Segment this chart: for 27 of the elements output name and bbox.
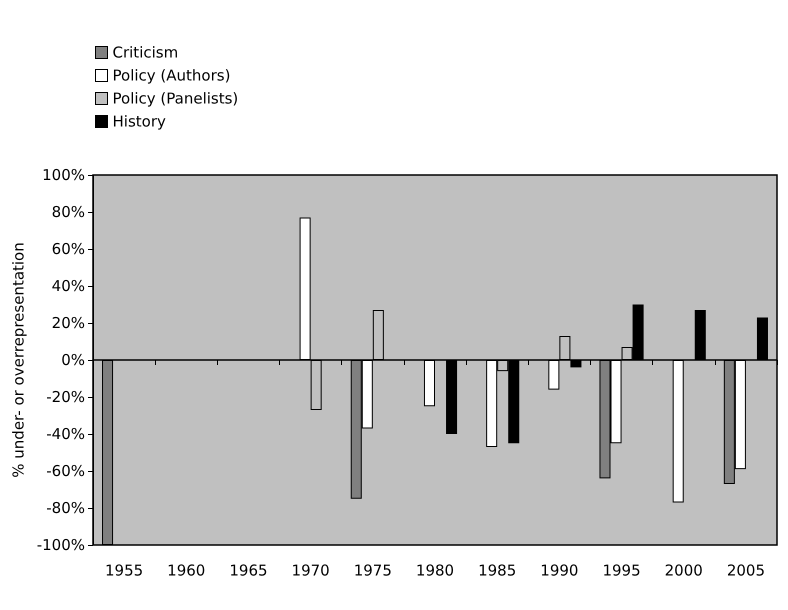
legend-label: Criticism [112,44,178,62]
x-tick-label: 1985 [478,562,516,580]
y-tick-label: 100% [42,166,85,184]
x-tick-label: 1980 [416,562,454,580]
x-tick-label: 1970 [292,562,330,580]
x-tick-label: 1995 [602,562,641,580]
y-tick-label: 60% [52,240,85,258]
y-tick-label: 20% [52,314,85,332]
y-tick-label: -100% [36,536,85,554]
y-axis-title: % under- or overrepresentation [9,242,28,478]
x-tick-label: 1990 [540,562,578,580]
y-tick-label: 80% [52,203,85,221]
x-tick-label: 2000 [664,562,703,580]
x-tick-label: 1965 [229,562,268,580]
y-tick-label: 0% [61,351,85,369]
y-tick-label: -40% [46,425,85,443]
legend-label: Policy (Panelists) [112,90,238,108]
x-tick-label: 2005 [726,562,766,580]
x-tick-label: 1955 [104,562,144,580]
x-tick-label: 1975 [354,562,392,580]
legend-label: Policy (Authors) [112,66,230,84]
y-tick-label: -80% [46,499,85,517]
legend-label: History [112,112,166,130]
y-tick-label: 40% [52,277,85,295]
y-tick-label: -60% [46,462,85,480]
x-tick-label: 1960 [167,562,206,580]
y-tick-label: -20% [46,388,85,406]
